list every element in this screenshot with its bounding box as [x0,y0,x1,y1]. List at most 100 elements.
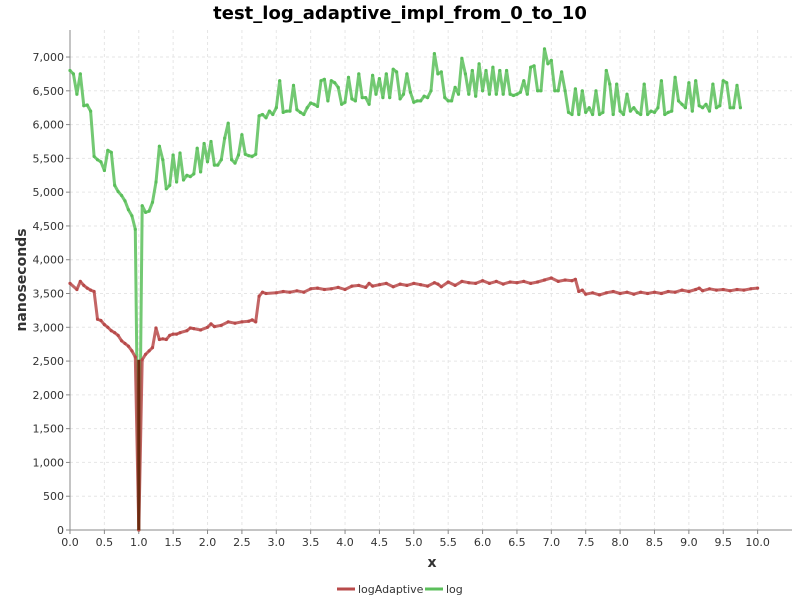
data-point [116,333,120,337]
data-point [274,106,278,110]
y-tick-label: 3,500 [33,288,65,301]
data-point [350,284,354,288]
y-tick-label: 6,000 [33,119,65,132]
data-point [532,64,536,68]
data-point [470,68,474,73]
data-point [302,290,306,294]
legend-label: logAdaptive [358,583,424,596]
data-point [549,58,553,63]
data-point [157,337,161,342]
data-point [257,294,261,298]
data-point [192,172,196,176]
data-point [367,102,371,106]
data-point [725,81,729,85]
data-point [398,282,402,286]
data-point [360,96,364,100]
x-tick-label: 2.5 [233,536,251,549]
data-point [175,180,179,184]
x-tick-label: 3.0 [268,536,286,549]
data-point [260,290,265,294]
data-point [68,68,72,73]
data-point [628,109,633,113]
data-point [92,289,96,294]
data-point [673,75,677,79]
data-point [707,287,712,291]
data-point [212,163,216,167]
data-point [487,92,491,96]
data-point [439,70,443,74]
data-point [580,89,584,93]
data-point [656,106,660,110]
data-point [467,281,471,285]
data-point [257,114,261,118]
data-point [498,68,502,73]
data-point [264,116,268,120]
data-point [556,279,560,283]
data-point [580,288,584,292]
data-point [680,102,684,106]
data-point [477,62,481,66]
data-point [501,282,505,286]
data-point [230,158,234,162]
x-tick-label: 9.0 [680,536,698,549]
x-tick-label: 8.0 [611,536,629,549]
data-point [243,152,247,156]
data-point [161,337,165,341]
data-point [450,99,454,103]
data-point [175,332,179,336]
data-point [536,89,540,93]
series-log [68,47,743,532]
data-point [714,288,719,292]
data-point [106,148,110,152]
data-point [676,99,681,103]
legend-label: log [446,583,463,596]
data-point [343,287,347,292]
data-point [68,281,72,285]
data-point [126,208,130,212]
data-point [395,70,399,74]
data-point [680,288,684,292]
y-tick-label: 3,000 [33,321,65,334]
data-point [570,279,574,283]
data-point [704,102,708,106]
data-point [295,289,299,293]
data-point [481,89,485,93]
data-point [408,90,412,94]
data-point [92,154,96,158]
y-tick-label: 4,500 [33,220,65,233]
data-point [652,290,657,294]
plot-area [70,30,792,530]
data-point [432,52,436,56]
data-point [305,106,309,110]
data-point [240,320,244,324]
data-point [415,99,419,103]
x-tick-label: 1.0 [130,536,148,549]
data-point [161,158,165,162]
data-point [109,329,113,333]
data-point [522,279,526,283]
data-point [199,170,203,174]
data-point [154,326,158,330]
data-point [168,333,172,337]
data-point [515,281,519,285]
data-point [663,112,667,117]
data-point [315,104,320,108]
x-tick-label: 6.5 [508,536,526,549]
data-point [78,72,82,76]
data-point [639,290,643,294]
data-point [426,284,430,288]
data-point [546,62,550,66]
data-point [164,187,168,191]
data-point [95,317,100,321]
data-point [721,79,725,83]
y-tick-label: 7,000 [33,51,65,64]
data-point [542,47,547,51]
data-point [649,109,653,113]
data-point [205,160,210,164]
data-point [659,79,664,83]
data-point [443,96,447,100]
data-point [591,291,595,295]
y-tick-label: 4,000 [33,254,65,267]
data-point [563,89,567,93]
data-point [336,85,340,89]
